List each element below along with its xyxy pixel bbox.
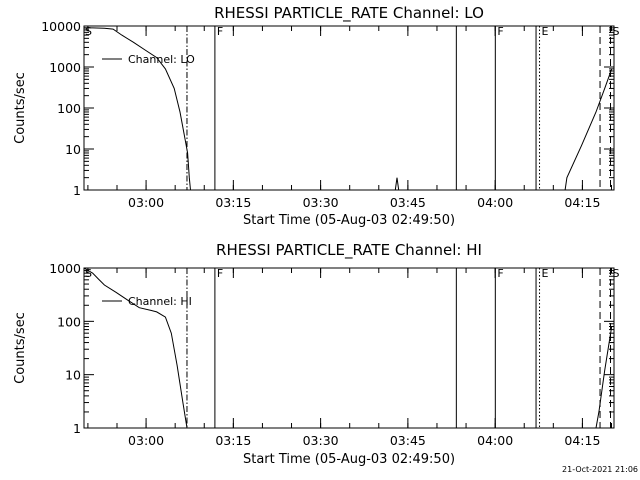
chart-panel-1: RHESSI PARTICLE_RATE Channel: LO 1 10 100 10… xyxy=(13,4,620,228)
x-tick-label: 03:45 xyxy=(390,195,426,210)
corner-marker-label: S xyxy=(85,267,92,280)
series-line-3 xyxy=(564,68,613,191)
y-tick-label: 1 xyxy=(73,421,81,436)
y-tick-label: 10000 xyxy=(41,19,81,34)
x-tick-label: 04:00 xyxy=(477,433,513,448)
marker-label: E xyxy=(542,267,549,280)
marker-label: S xyxy=(613,25,620,38)
y-tick-label: 1000 xyxy=(49,60,81,75)
x-tick-label: 03:00 xyxy=(128,195,164,210)
series-line-2 xyxy=(394,177,400,191)
x-tick-label: 03:30 xyxy=(303,195,339,210)
plot-frame xyxy=(83,267,615,429)
x-tick-label: 04:00 xyxy=(477,195,513,210)
plot-frame xyxy=(83,25,615,191)
x-tick-label: 03:30 xyxy=(303,433,339,448)
x-tick-label: 03:45 xyxy=(390,433,426,448)
chart-panel-2: RHESSI PARTICLE_RATE Channel: HI 1 10 100 10… xyxy=(13,241,620,467)
chart-title: RHESSI PARTICLE_RATE Channel: LO xyxy=(214,4,484,23)
series-line-2 xyxy=(595,326,613,429)
y-axis-label: Counts/sec xyxy=(13,72,28,144)
marker-label: F xyxy=(217,267,223,280)
y-tick-label: 10 xyxy=(65,142,81,157)
y-tick-label: 10 xyxy=(65,368,81,383)
y-tick-label: 100 xyxy=(57,314,81,329)
y-tick-label: 1000 xyxy=(49,261,81,276)
marker-label: F xyxy=(497,25,503,38)
marker-label: E xyxy=(542,25,549,38)
x-tick-label: 03:00 xyxy=(128,433,164,448)
x-axis-label: Start Time (05-Aug-03 02:49:50) xyxy=(243,213,455,228)
series-line-1 xyxy=(83,267,188,429)
chart-title: RHESSI PARTICLE_RATE Channel: HI xyxy=(216,241,482,260)
legend-label: Channel: LO xyxy=(128,53,195,66)
x-tick-label: 03:15 xyxy=(215,195,251,210)
y-axis-label: Counts/sec xyxy=(13,312,28,384)
corner-marker-label: S xyxy=(85,25,92,38)
series-line-1 xyxy=(84,27,191,191)
timestamp: 21-Oct-2021 21:06 xyxy=(562,465,638,474)
y-tick-label: 1 xyxy=(73,183,81,198)
x-axis-label: Start Time (05-Aug-03 02:49:50) xyxy=(243,452,455,467)
legend-label: Channel: HI xyxy=(128,295,192,308)
x-tick-label: 03:15 xyxy=(215,433,251,448)
x-tick-label: 04:15 xyxy=(564,433,600,448)
y-tick-label: 100 xyxy=(57,101,81,116)
marker-label: F xyxy=(217,25,223,38)
marker-label: F xyxy=(497,267,503,280)
marker-label: S xyxy=(613,267,620,280)
x-tick-label: 04:15 xyxy=(564,195,600,210)
